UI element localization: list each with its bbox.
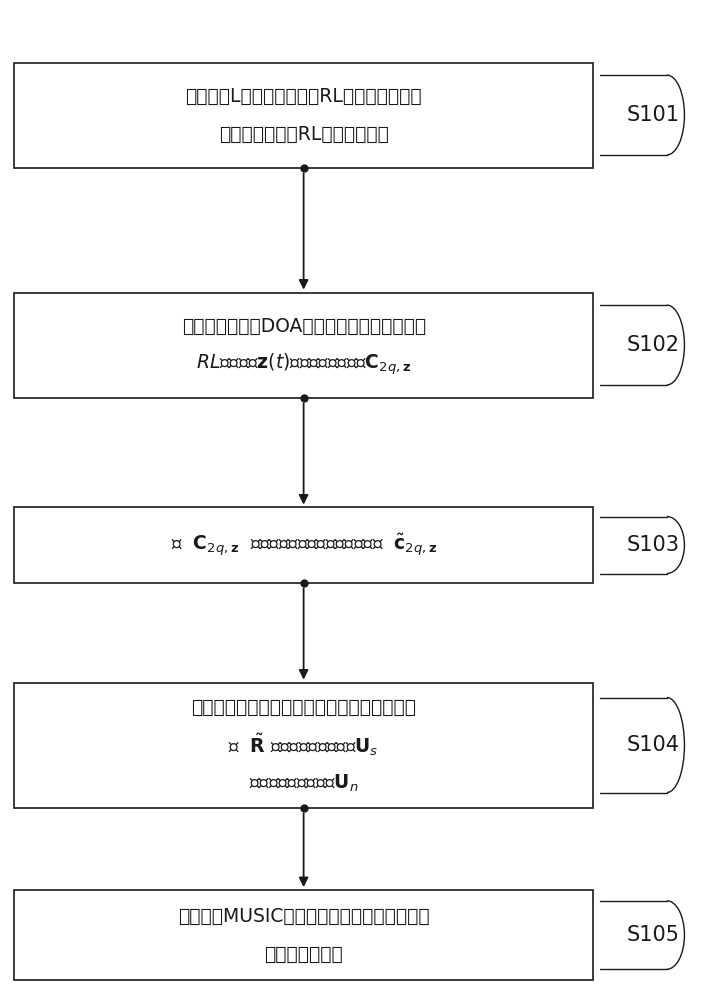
FancyBboxPatch shape — [14, 682, 593, 808]
Text: 利用高阶累积量DOA算法，得到阵列天线结构: 利用高阶累积量DOA算法，得到阵列天线结构 — [182, 316, 425, 336]
Text: S101: S101 — [626, 105, 680, 125]
Text: 出阵列天线结构RL的接收信号。: 出阵列天线结构RL的接收信号。 — [219, 124, 388, 143]
Text: S102: S102 — [626, 335, 680, 355]
FancyBboxPatch shape — [14, 292, 593, 397]
Text: 采用二维MUSIC算法，对来波信号进行方位角: 采用二维MUSIC算法，对来波信号进行方位角 — [178, 906, 430, 926]
Text: 利用二维空间平滑的方法，得到等效自相关矩: 利用二维空间平滑的方法，得到等效自相关矩 — [191, 698, 416, 716]
FancyBboxPatch shape — [14, 62, 593, 167]
Text: 构造嵌套L型阵列天线结构RL，并基于其确定: 构造嵌套L型阵列天线结构RL，并基于其确定 — [185, 87, 422, 105]
Text: S105: S105 — [626, 925, 680, 945]
Text: 和俯仰角的估计: 和俯仰角的估计 — [264, 944, 343, 964]
Text: S104: S104 — [626, 735, 680, 755]
Text: 和噪声特征向量矩阵$\mathbf{U}_n$: 和噪声特征向量矩阵$\mathbf{U}_n$ — [249, 772, 359, 794]
Text: $\mathit{RL}$接收信号$\mathbf{z}(t)$的高阶累积量矩阵$\mathbf{C}_{2q,\mathbf{z}}$: $\mathit{RL}$接收信号$\mathbf{z}(t)$的高阶累积量矩阵… — [196, 351, 411, 377]
FancyBboxPatch shape — [14, 507, 593, 582]
Text: S103: S103 — [626, 535, 680, 555]
Text: 阵  $\tilde{\mathbf{R}}$ 、信号特征向量矩阵$\mathbf{U}_s$: 阵 $\tilde{\mathbf{R}}$ 、信号特征向量矩阵$\mathbf… — [228, 732, 379, 758]
FancyBboxPatch shape — [14, 890, 593, 980]
Text: 对  $\mathbf{C}_{2q,\mathbf{z}}$  进行向量化，得到等效接收信号  $\tilde{\mathbf{c}}_{2q,\mathbf: 对 $\mathbf{C}_{2q,\mathbf{z}}$ 进行向量化，得到等… — [171, 532, 437, 558]
